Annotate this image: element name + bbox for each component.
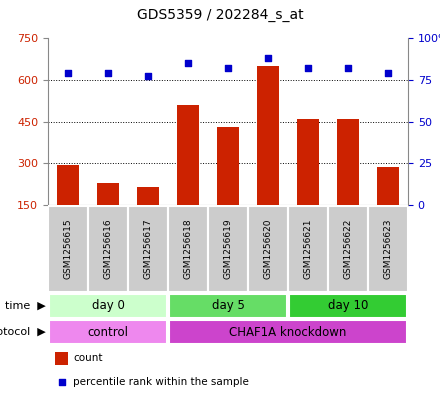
FancyBboxPatch shape	[49, 320, 167, 344]
Bar	[337, 119, 359, 205]
FancyBboxPatch shape	[288, 206, 328, 292]
Bar	[57, 165, 79, 205]
Text: GSM1256622: GSM1256622	[344, 219, 352, 279]
Point	[264, 55, 271, 61]
Point	[65, 70, 72, 76]
Point	[304, 65, 312, 71]
Text: control: control	[88, 325, 128, 338]
Point	[144, 73, 151, 79]
Text: GDS5359 / 202284_s_at: GDS5359 / 202284_s_at	[137, 8, 303, 22]
Text: protocol  ▶: protocol ▶	[0, 327, 46, 337]
FancyBboxPatch shape	[49, 294, 167, 318]
Bar	[137, 187, 159, 205]
FancyBboxPatch shape	[368, 206, 407, 292]
Text: GSM1256621: GSM1256621	[304, 219, 312, 279]
Text: day 0: day 0	[92, 299, 125, 312]
Bar	[257, 66, 279, 205]
Text: GSM1256618: GSM1256618	[183, 219, 193, 279]
FancyBboxPatch shape	[88, 206, 128, 292]
Bar	[297, 119, 319, 205]
Bar	[55, 352, 68, 365]
FancyBboxPatch shape	[209, 206, 248, 292]
FancyBboxPatch shape	[169, 206, 208, 292]
Point	[224, 65, 231, 71]
Text: GSM1256616: GSM1256616	[103, 219, 113, 279]
Bar	[97, 183, 119, 205]
Point	[184, 60, 191, 66]
Bar	[177, 105, 199, 205]
Text: GSM1256615: GSM1256615	[63, 219, 73, 279]
Bar	[377, 167, 399, 205]
FancyBboxPatch shape	[249, 206, 288, 292]
Text: GSM1256623: GSM1256623	[384, 219, 392, 279]
FancyBboxPatch shape	[48, 206, 88, 292]
Point	[104, 70, 111, 76]
Text: GSM1256617: GSM1256617	[143, 219, 153, 279]
Point	[58, 379, 65, 386]
Point	[345, 65, 352, 71]
Text: time  ▶: time ▶	[5, 301, 46, 311]
FancyBboxPatch shape	[289, 294, 407, 318]
Text: percentile rank within the sample: percentile rank within the sample	[73, 377, 249, 387]
Text: CHAF1A knockdown: CHAF1A knockdown	[229, 325, 347, 338]
Bar	[217, 127, 239, 205]
FancyBboxPatch shape	[328, 206, 367, 292]
Text: GSM1256620: GSM1256620	[264, 219, 272, 279]
FancyBboxPatch shape	[169, 294, 287, 318]
FancyBboxPatch shape	[169, 320, 407, 344]
Text: count: count	[73, 353, 103, 364]
FancyBboxPatch shape	[128, 206, 168, 292]
Text: GSM1256619: GSM1256619	[224, 219, 232, 279]
Text: day 10: day 10	[328, 299, 368, 312]
Point	[385, 70, 392, 76]
Text: day 5: day 5	[212, 299, 245, 312]
